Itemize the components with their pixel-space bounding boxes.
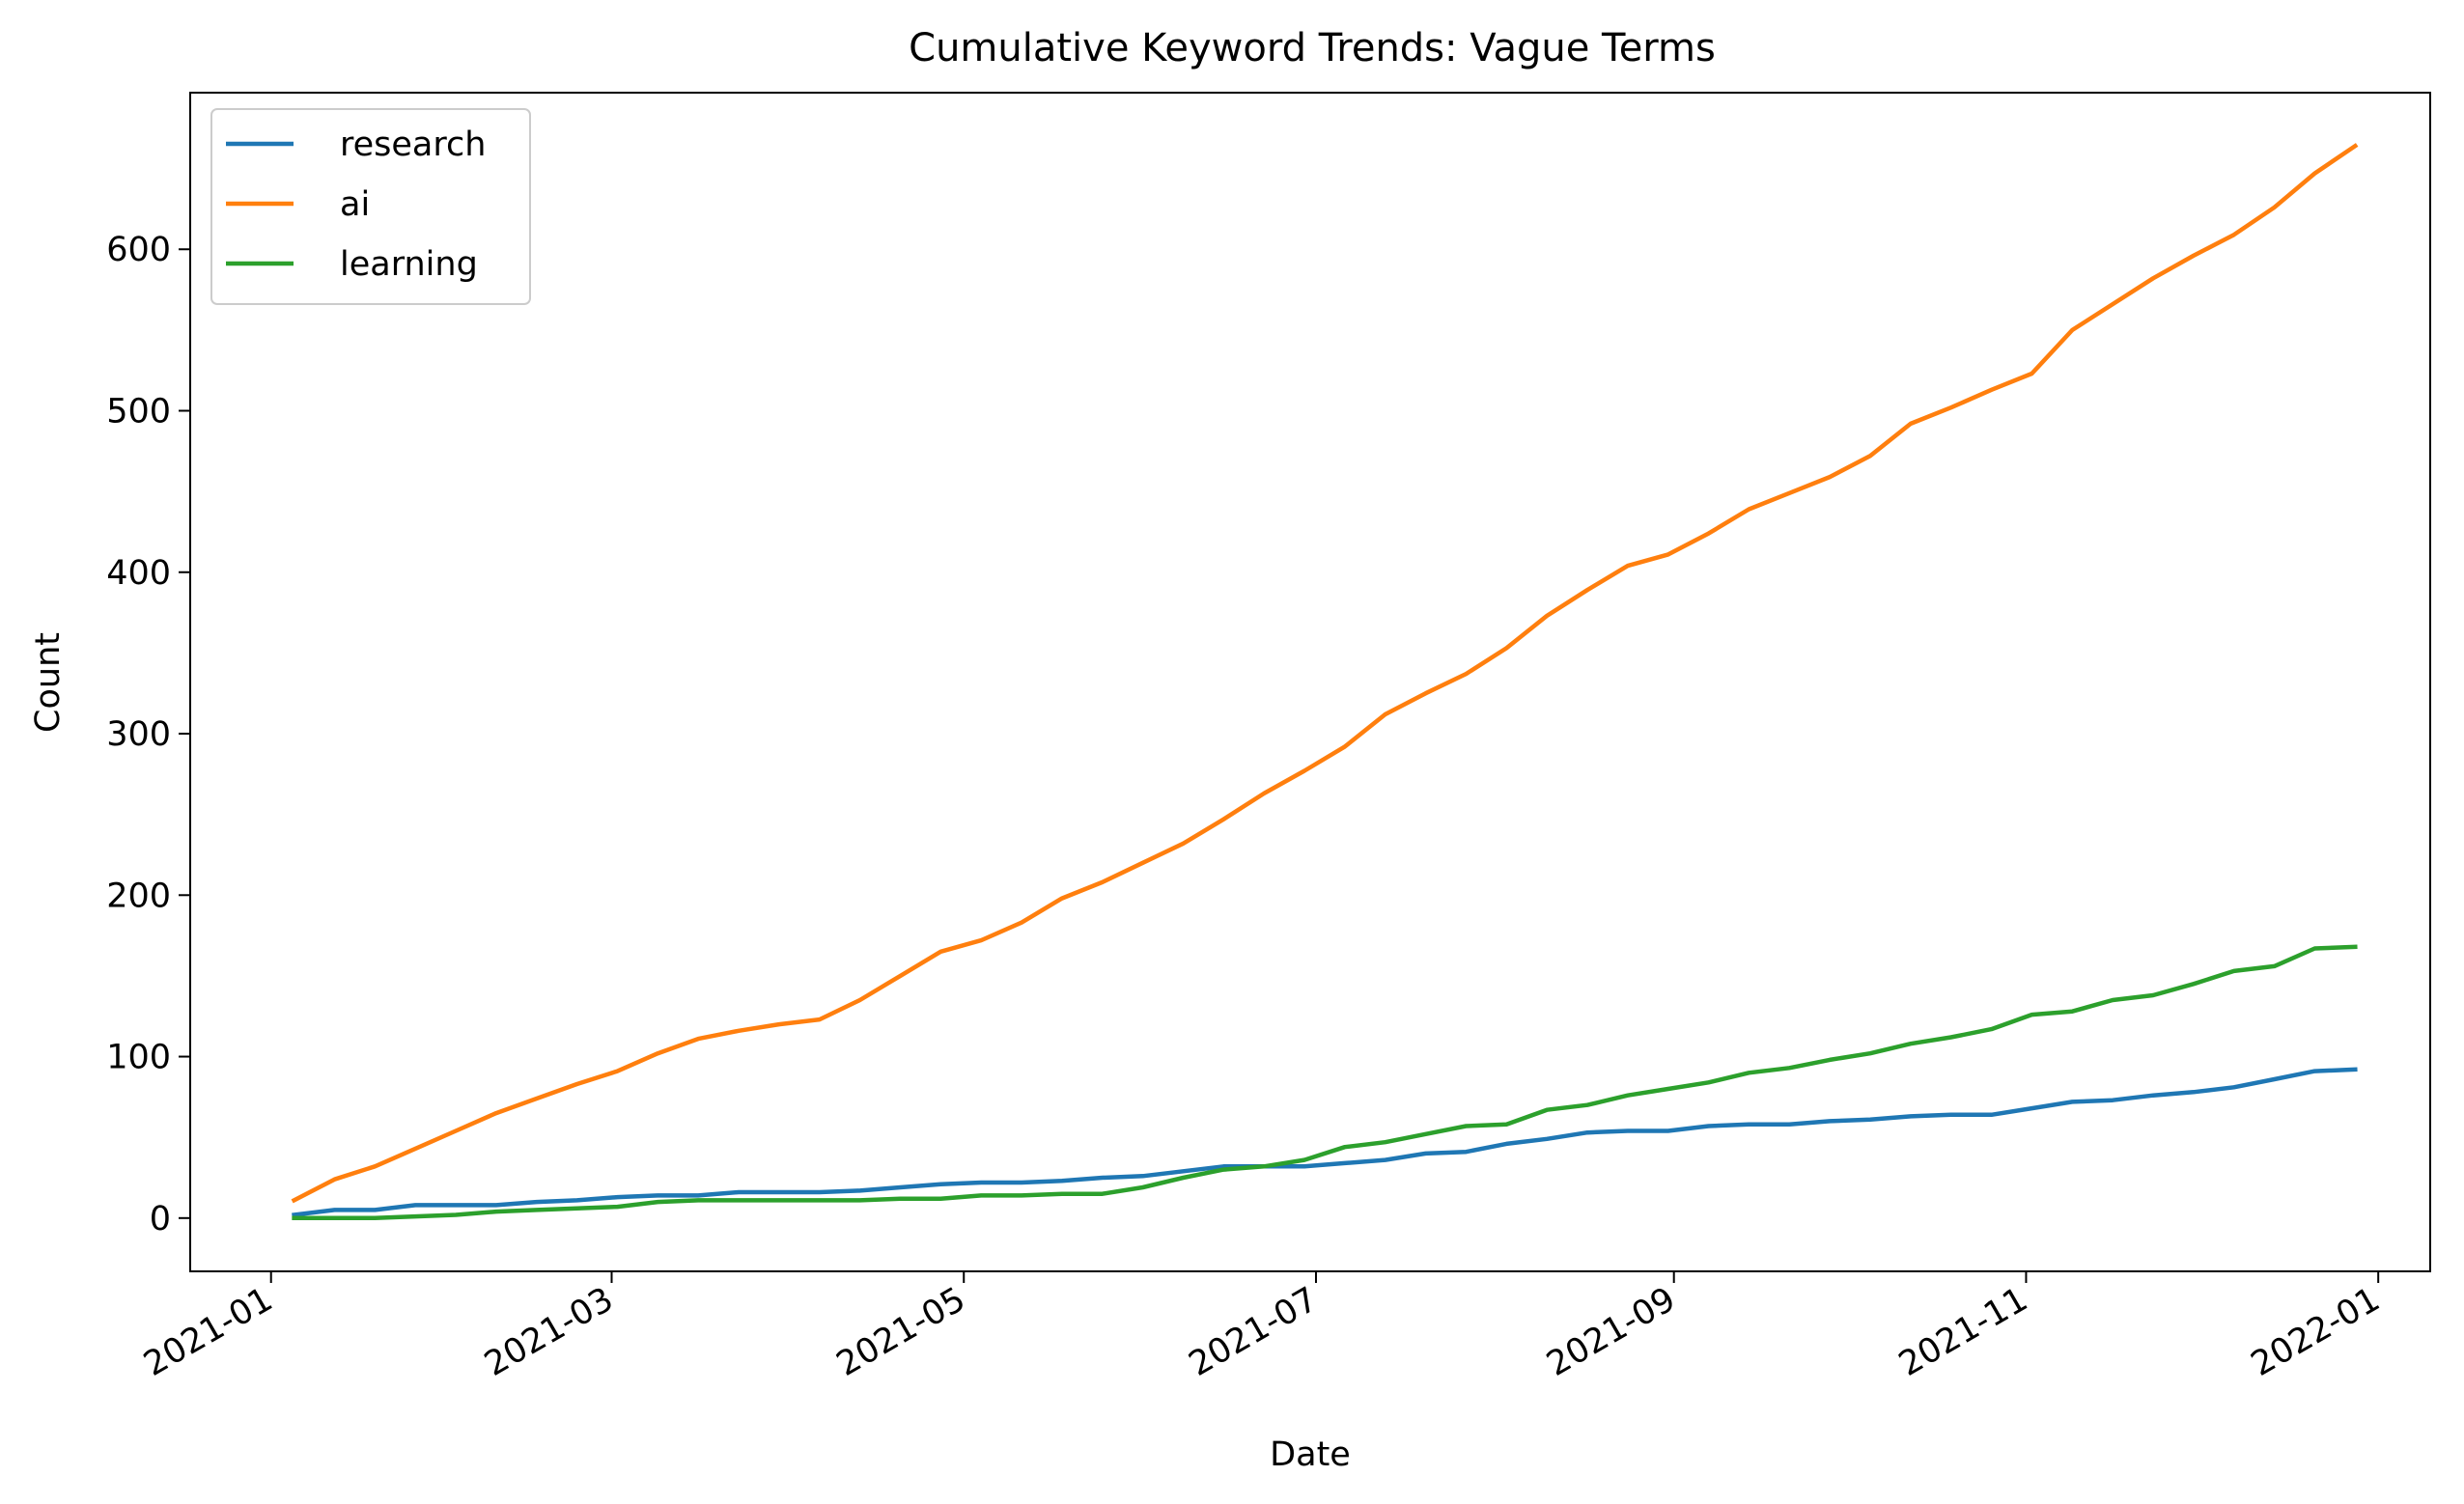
y-tick-label: 0 <box>150 1200 171 1239</box>
y-axis: 0 100 200 300 400 500 600 <box>106 231 190 1239</box>
chart-title: Cumulative Keyword Trends: Vague Terms <box>909 26 1716 70</box>
legend: research ai learning <box>210 108 531 305</box>
y-tick-label: 500 <box>106 393 171 432</box>
y-tick-label: 300 <box>106 715 171 754</box>
y-tick-label: 100 <box>106 1039 171 1077</box>
legend-label-ai: ai <box>340 185 370 224</box>
y-axis-label: Count <box>29 632 68 733</box>
series-line-learning <box>292 944 2358 1221</box>
y-tick-label: 400 <box>106 554 171 593</box>
legend-label-research: research <box>340 125 486 164</box>
y-tick-label: 600 <box>106 231 171 269</box>
legend-label-learning: learning <box>340 245 478 284</box>
y-tick-label: 200 <box>106 877 171 915</box>
series-line-ai <box>291 143 2359 1204</box>
series-line-research <box>292 1067 2358 1218</box>
legend-box <box>210 108 531 305</box>
x-axis-label: Date <box>1270 1435 1351 1474</box>
plot-area <box>291 143 2359 1221</box>
plot-frame <box>189 92 2431 1272</box>
